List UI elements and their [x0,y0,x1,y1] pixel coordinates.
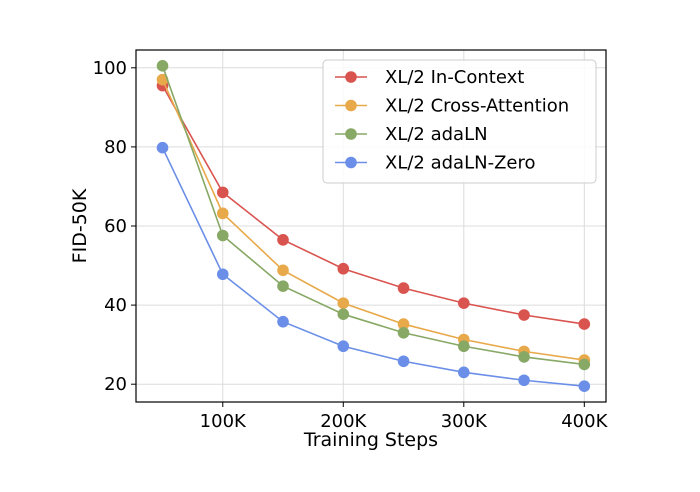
series-line [161,79,585,361]
legend-label: XL/2 adaLN-Zero [385,153,536,174]
legend-marker [345,99,357,112]
legend-marker [345,71,357,83]
series-line [161,85,585,325]
data-point [337,297,350,309]
data-point [397,318,410,330]
data-point [216,186,229,199]
data-point [156,60,169,72]
y-tick-label: 60 [104,216,127,237]
x-tick-label: 400K [561,411,608,432]
data-point [337,340,350,353]
data-point [216,207,229,220]
y-tick-label: 20 [104,374,127,395]
tick-layer: 100K 200K 300K 400K 20 40 60 80 100 [93,58,609,432]
x-axis-label: Training Steps [303,429,438,451]
legend-marker [345,128,357,140]
data-point [457,340,470,353]
y-tick-label: 100 [93,58,127,79]
data-point [156,73,169,86]
legend-label: XL/2 In-Context [385,67,524,88]
data-point [457,297,470,309]
data-point [156,141,169,154]
data-point [518,351,530,363]
y-tick-label: 80 [104,137,127,158]
legend-label: XL/2 Cross-Attention [385,96,569,117]
series-line [161,65,585,366]
data-point [578,380,591,392]
legend-label: XL/2 adaLN [385,124,488,145]
series-line [161,147,585,387]
data-point [277,315,289,328]
x-tick-label: 100K [200,411,247,432]
x-tick-label: 300K [441,411,488,432]
legend: XL/2 In-Context XL/2 Cross-Attention XL/2 … [322,59,597,184]
data-point [277,234,289,246]
data-point [277,264,289,277]
data-point [337,262,350,275]
data-point [397,326,410,339]
data-point [518,374,530,387]
data-point [578,318,591,330]
data-point [518,309,530,321]
data-point [578,358,591,371]
data-point [216,268,229,281]
data-point [216,229,229,242]
legend-box [322,59,597,184]
data-point [337,308,350,320]
series-layer [156,60,591,392]
y-axis-label: FID-50K [69,188,91,263]
legend-marker [345,156,357,169]
data-point [277,280,289,292]
data-point [397,355,410,368]
data-point [457,366,470,379]
x-tick-label: 200K [320,411,367,432]
y-tick-label: 40 [104,295,127,316]
data-point [397,282,410,294]
